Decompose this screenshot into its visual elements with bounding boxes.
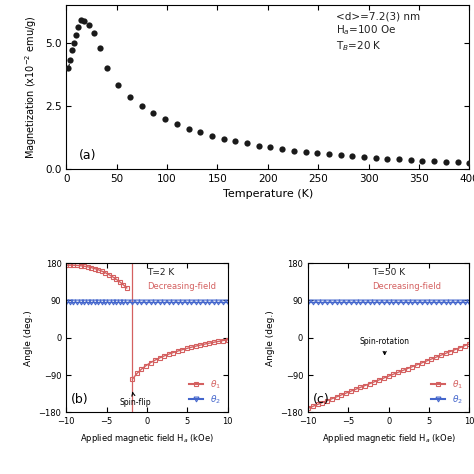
Y-axis label: Magnetization (x10$^{-2}$ emu/g): Magnetization (x10$^{-2}$ emu/g): [24, 15, 39, 159]
Text: T=2 K: T=2 K: [147, 267, 174, 276]
Text: (b): (b): [71, 393, 89, 406]
Text: Decreasing-field: Decreasing-field: [373, 283, 442, 292]
Text: Spin-flip: Spin-flip: [119, 392, 151, 407]
Text: T=50 K: T=50 K: [373, 267, 406, 276]
X-axis label: Applied magnetic field H$_a$ (kOe): Applied magnetic field H$_a$ (kOe): [322, 432, 456, 445]
Text: (a): (a): [78, 149, 96, 162]
Text: <d>=7.2(3) nm
H$_a$=100 Oe
T$_B$=20 K: <d>=7.2(3) nm H$_a$=100 Oe T$_B$=20 K: [336, 11, 420, 53]
Y-axis label: Angle (deg.): Angle (deg.): [24, 310, 33, 365]
Text: (c): (c): [313, 393, 330, 406]
Legend: $\theta_1$, $\theta_2$: $\theta_1$, $\theta_2$: [429, 376, 465, 408]
X-axis label: Applied magnetic field H$_a$ (kOe): Applied magnetic field H$_a$ (kOe): [80, 432, 214, 445]
Text: Decreasing-field: Decreasing-field: [147, 283, 216, 292]
Text: Spin-rotation: Spin-rotation: [360, 337, 410, 355]
Y-axis label: Angle (deg.): Angle (deg.): [266, 310, 275, 365]
X-axis label: Temperature (K): Temperature (K): [223, 190, 313, 200]
Legend: $\theta_1$, $\theta_2$: $\theta_1$, $\theta_2$: [188, 376, 223, 408]
